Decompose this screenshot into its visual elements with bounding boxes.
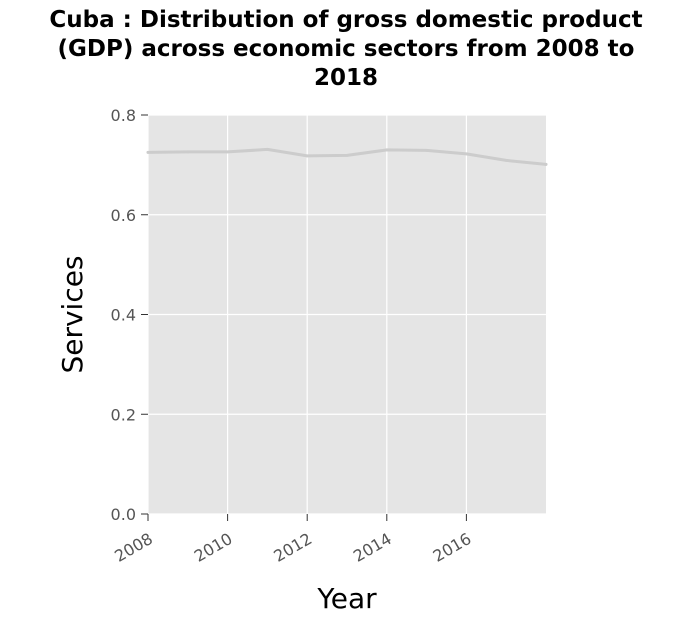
x-tick-label: 2010	[191, 529, 236, 566]
data-point	[266, 148, 269, 151]
data-point	[226, 150, 230, 154]
x-tick-label: 2016	[430, 529, 475, 566]
chart-title: Cuba : Distribution of gross domestic pr…	[0, 6, 692, 93]
x-axis-title: Year	[316, 582, 377, 615]
y-tick-label: 0.0	[111, 505, 136, 524]
y-tick-label: 0.2	[111, 405, 136, 424]
y-tick-label: 0.4	[111, 306, 136, 325]
y-tick-label: 0.6	[111, 206, 136, 225]
y-tick-label: 0.8	[111, 106, 136, 125]
chart-title-line-2: (GDP) across economic sectors from 2008 …	[57, 36, 635, 62]
data-point	[345, 153, 349, 157]
data-point	[504, 158, 508, 162]
x-tick-label: 2012	[270, 529, 315, 566]
series-layer	[146, 147, 548, 166]
data-point	[146, 151, 150, 154]
data-point	[425, 149, 428, 152]
data-point	[544, 162, 548, 166]
y-axis-title: Services	[56, 255, 89, 373]
data-point	[186, 150, 190, 154]
x-tick-label: 2014	[350, 529, 395, 566]
chart-title-line-3: 2018	[313, 65, 378, 91]
chart-title-line-1: Cuba : Distribution of gross domestic pr…	[49, 7, 643, 33]
x-tick-label: 2008	[111, 529, 156, 566]
axes: 0.0 0.2 0.4 0.6 0.8 2008 2010 2012 2014 2016	[111, 106, 475, 566]
data-point	[385, 148, 389, 152]
data-point	[305, 154, 309, 158]
data-point	[465, 152, 468, 156]
